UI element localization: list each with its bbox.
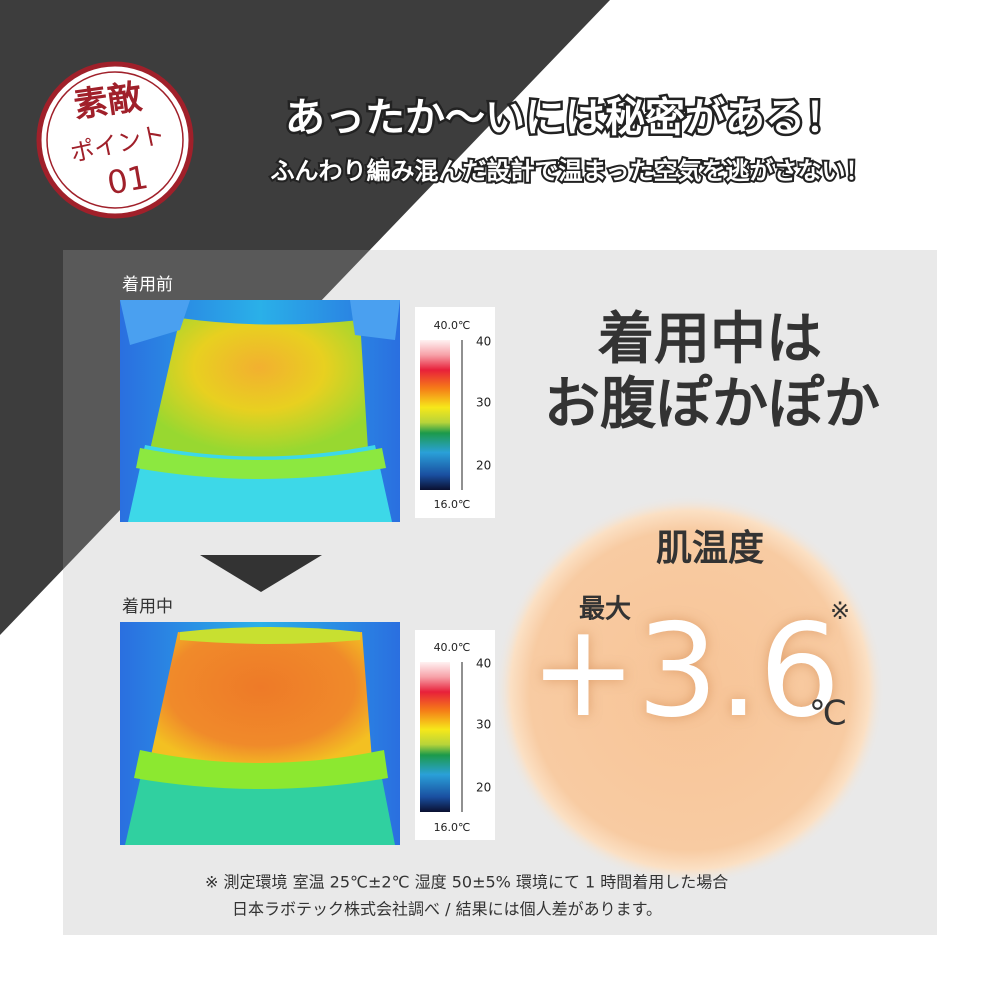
scale-tick: 30 — [476, 396, 491, 410]
scale-min: 16.0℃ — [434, 821, 471, 834]
highlight-circle — [495, 495, 885, 885]
scale-bar — [420, 340, 450, 490]
scale-tick: 20 — [476, 781, 491, 795]
footnote: 日本ラボテック株式会社調べ / 結果には個人差があります。 — [232, 900, 662, 919]
headline: お腹ぽかぽか — [544, 372, 880, 437]
scale-max: 40.0℃ — [434, 319, 471, 332]
scale-tick: 40 — [476, 657, 491, 671]
highlight-label: 肌温度 — [656, 528, 764, 569]
scale-bar — [420, 662, 450, 812]
image-label: 着用前 — [122, 275, 173, 295]
badge — [36, 61, 194, 219]
highlight-unit: ℃ — [809, 694, 847, 734]
thermal-image — [120, 300, 400, 522]
badge-ring — [46, 71, 184, 209]
scale-min: 16.0℃ — [434, 498, 471, 511]
note-mark: ※ — [830, 597, 850, 625]
headline: 着用中は — [598, 307, 822, 372]
arrow — [200, 555, 322, 592]
image-label: 着用中 — [122, 597, 173, 617]
subtitle: ふんわり編み混んだ設計で温まった空気を逃がさない！ — [270, 157, 869, 185]
thermal-image — [120, 622, 400, 845]
scale-tick: 30 — [476, 718, 491, 732]
scale-tick: 40 — [476, 335, 491, 349]
badge-number: 01 — [104, 158, 151, 202]
highlight-prefix: 最大 — [579, 595, 631, 625]
footnote: ※ 測定環境 室温 25℃±2℃ 湿度 50±5% 環境にて 1 時間着用した場… — [205, 873, 728, 892]
highlight-value: +3.6 — [530, 597, 841, 746]
scale-max: 40.0℃ — [434, 641, 471, 654]
scale-tick: 20 — [476, 459, 491, 473]
title: あったか〜いには秘密がある！ — [285, 95, 845, 141]
badge-text: 素敵 — [71, 77, 145, 126]
